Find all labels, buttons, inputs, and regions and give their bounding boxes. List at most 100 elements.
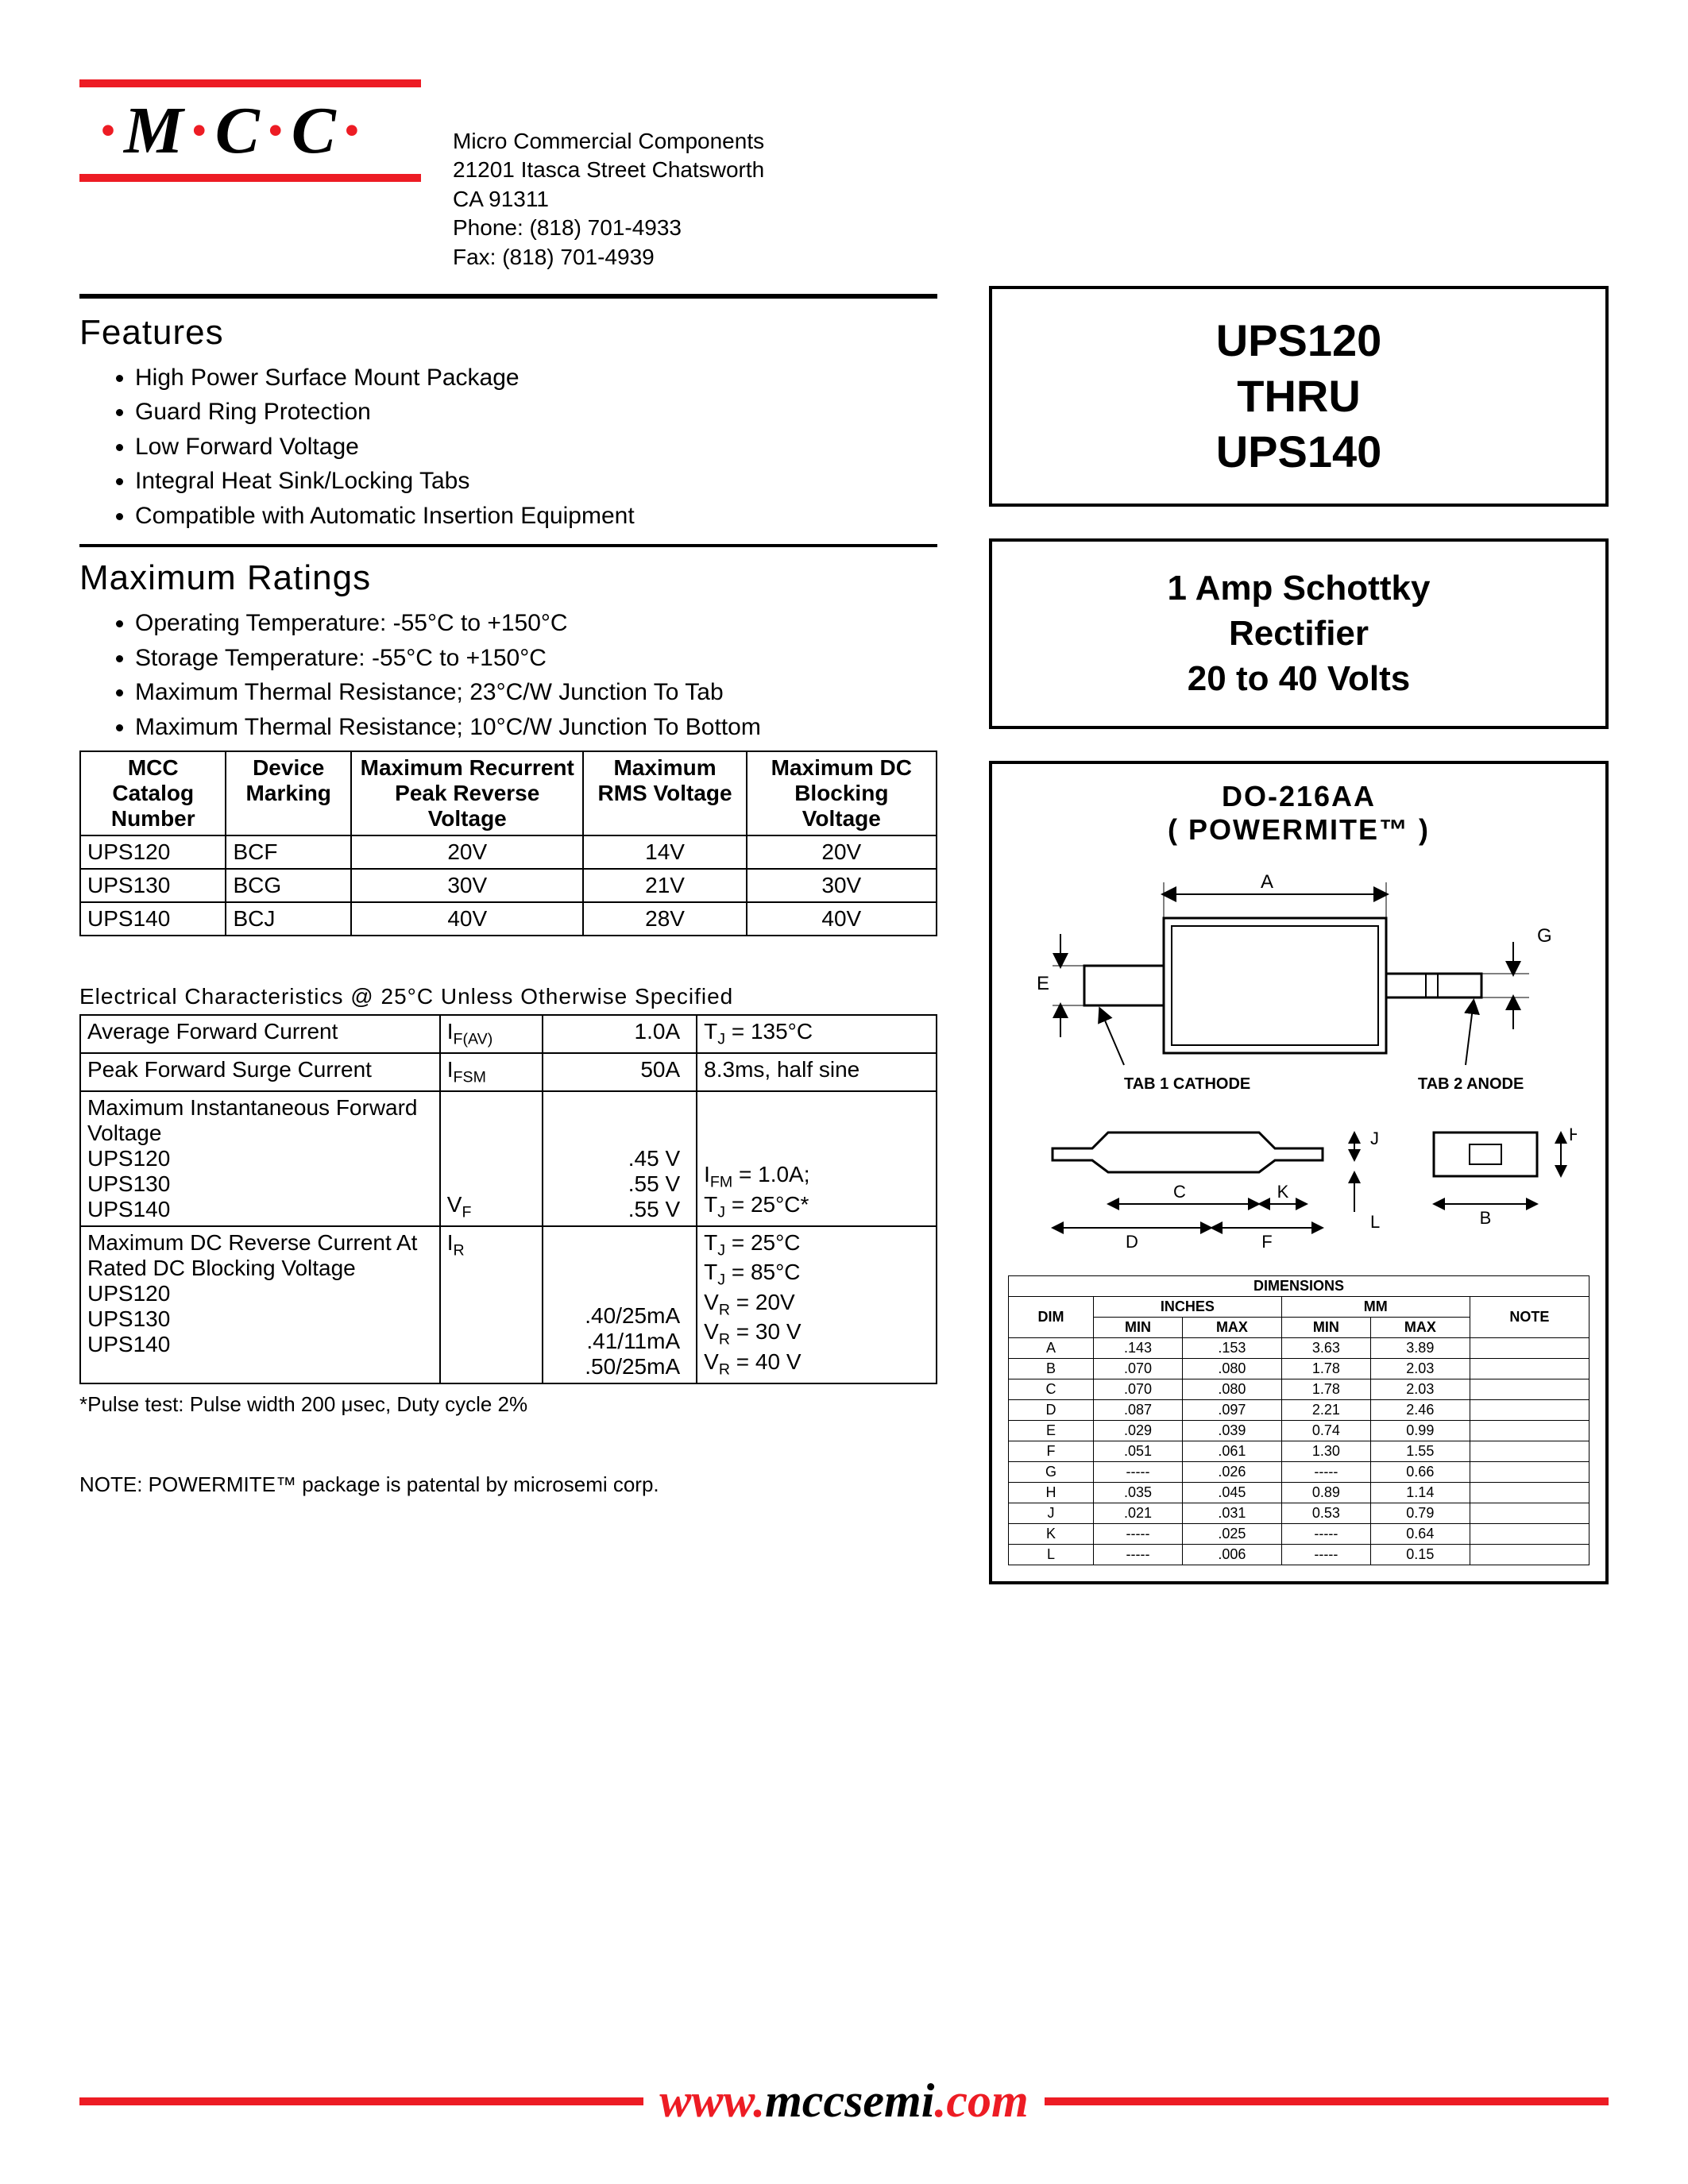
- rating-item: Operating Temperature: -55°C to +150°C: [135, 606, 937, 641]
- company-name: Micro Commercial Components: [453, 127, 764, 156]
- table-row: UPS130 BCG 30V 21V 30V: [80, 869, 937, 902]
- table-row: Maximum Instantaneous Forward Voltage UP…: [80, 1091, 937, 1226]
- company-address: Micro Commercial Components 21201 Itasca…: [453, 79, 764, 272]
- right-column: UPS120 THRU UPS140 1 Amp Schottky Rectif…: [989, 286, 1609, 1584]
- divider: [79, 544, 937, 547]
- cell: 30V: [351, 869, 584, 902]
- ratings-table: MCC Catalog Number Device Marking Maximu…: [79, 751, 937, 936]
- table-row: L-----.006-----0.15: [1009, 1544, 1590, 1565]
- cell: 28V: [583, 902, 746, 936]
- cell: 40V: [351, 902, 584, 936]
- package-title: DO-216AA ( POWERMITE™ ): [1008, 780, 1590, 847]
- table-row: D.087.0972.212.46: [1009, 1399, 1590, 1420]
- inches-col: INCHES: [1093, 1296, 1281, 1317]
- desc-line2: Rectifier: [1000, 611, 1597, 656]
- cell: [1470, 1337, 1589, 1358]
- company-fax: Fax: (818) 701-4939: [453, 243, 764, 272]
- cell: UPS130: [80, 869, 226, 902]
- value: 1.0A: [543, 1015, 697, 1053]
- cell: L: [1009, 1544, 1094, 1565]
- cell: 1.30: [1281, 1441, 1370, 1461]
- part-line3: UPS140: [1000, 424, 1597, 480]
- cell: 0.79: [1370, 1503, 1470, 1523]
- svg-text:H: H: [1569, 1125, 1577, 1144]
- min: MIN: [1281, 1317, 1370, 1337]
- cell: .153: [1183, 1337, 1282, 1358]
- cell: 21V: [583, 869, 746, 902]
- cell: -----: [1093, 1544, 1182, 1565]
- left-column: Features High Power Surface Mount Packag…: [79, 286, 937, 1497]
- cell: 0.15: [1370, 1544, 1470, 1565]
- cell: D: [1009, 1399, 1094, 1420]
- table-row: Average Forward Current IF(AV) 1.0A TJ =…: [80, 1015, 937, 1053]
- table-row: J.021.0310.530.79: [1009, 1503, 1590, 1523]
- footer-url: www.mccsemi.com: [659, 2074, 1028, 2128]
- svg-text:L: L: [1370, 1212, 1380, 1232]
- ratings-th: Maximum DC Blocking Voltage: [747, 751, 937, 835]
- rating-item: Maximum Thermal Resistance; 23°C/W Junct…: [135, 675, 937, 710]
- desc-line1: 1 Amp Schottky: [1000, 565, 1597, 611]
- cell: 0.64: [1370, 1523, 1470, 1544]
- cell: 0.66: [1370, 1461, 1470, 1482]
- cell: [1470, 1482, 1589, 1503]
- cell: .029: [1093, 1420, 1182, 1441]
- cell: .051: [1093, 1441, 1182, 1461]
- cell: 1.55: [1370, 1441, 1470, 1461]
- table-row: H.035.0450.891.14: [1009, 1482, 1590, 1503]
- cell: 0.89: [1281, 1482, 1370, 1503]
- svg-text:D: D: [1126, 1232, 1138, 1252]
- cell: 3.89: [1370, 1337, 1470, 1358]
- cell: .080: [1183, 1379, 1282, 1399]
- ratings-th: Maximum RMS Voltage: [583, 751, 746, 835]
- elec-char-table: Average Forward Current IF(AV) 1.0A TJ =…: [79, 1014, 937, 1383]
- cell: .021: [1093, 1503, 1182, 1523]
- mcc-logo: ·M·C·C·: [79, 79, 421, 182]
- dimensions-table: DIMENSIONS DIM INCHES MM NOTE MIN MAX MI…: [1008, 1275, 1590, 1565]
- feature-item: Guard Ring Protection: [135, 395, 937, 430]
- cell: 40V: [747, 902, 937, 936]
- cell: .143: [1093, 1337, 1182, 1358]
- desc-line3: 20 to 40 Volts: [1000, 656, 1597, 701]
- cell: [1470, 1441, 1589, 1461]
- cell: J: [1009, 1503, 1094, 1523]
- svg-text:K: K: [1277, 1182, 1289, 1202]
- cell: [1470, 1399, 1589, 1420]
- table-row: B.070.0801.782.03: [1009, 1358, 1590, 1379]
- table-row: A.143.1533.633.89: [1009, 1337, 1590, 1358]
- dims-title: DIMENSIONS: [1009, 1275, 1590, 1296]
- feature-item: Integral Heat Sink/Locking Tabs: [135, 464, 937, 499]
- package-box: DO-216AA ( POWERMITE™ ): [989, 761, 1609, 1584]
- table-row: Peak Forward Surge Current IFSM 50A 8.3m…: [80, 1053, 937, 1091]
- part-line1: UPS120: [1000, 313, 1597, 369]
- ratings-th: Device Marking: [226, 751, 351, 835]
- cell: [1470, 1523, 1589, 1544]
- table-row: G-----.026-----0.66: [1009, 1461, 1590, 1482]
- cell: -----: [1281, 1544, 1370, 1565]
- cell: [1470, 1420, 1589, 1441]
- value: 50A: [543, 1053, 697, 1091]
- cell: 2.03: [1370, 1358, 1470, 1379]
- cell: A: [1009, 1337, 1094, 1358]
- cell: -----: [1093, 1523, 1182, 1544]
- pkg-title-1: DO-216AA: [1222, 780, 1376, 812]
- cell: .039: [1183, 1420, 1282, 1441]
- min: MIN: [1093, 1317, 1182, 1337]
- feature-item: High Power Surface Mount Package: [135, 361, 937, 396]
- logo-top-bar: [79, 79, 421, 87]
- company-addr2: CA 91311: [453, 185, 764, 214]
- cell: E: [1009, 1420, 1094, 1441]
- svg-text:E: E: [1037, 973, 1049, 994]
- cell: .087: [1093, 1399, 1182, 1420]
- cell: K: [1009, 1523, 1094, 1544]
- dim-col: DIM: [1009, 1296, 1094, 1337]
- max-ratings-list: Operating Temperature: -55°C to +150°C S…: [79, 606, 937, 744]
- rating-item: Storage Temperature: -55°C to +150°C: [135, 641, 937, 676]
- param: Maximum Instantaneous Forward Voltage UP…: [80, 1091, 440, 1226]
- param: Average Forward Current: [80, 1015, 440, 1053]
- cell: 0.74: [1281, 1420, 1370, 1441]
- cell: 0.99: [1370, 1420, 1470, 1441]
- cell: 1.78: [1281, 1379, 1370, 1399]
- cell: G: [1009, 1461, 1094, 1482]
- cell: .080: [1183, 1358, 1282, 1379]
- cell: B: [1009, 1358, 1094, 1379]
